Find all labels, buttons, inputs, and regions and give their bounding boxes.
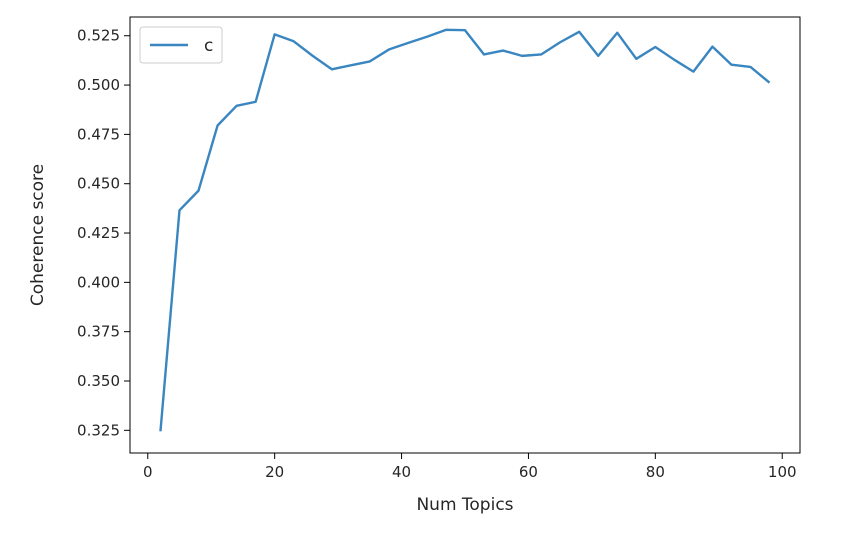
x-tick-label: 40 [392, 463, 411, 481]
y-tick-label: 0.425 [77, 224, 120, 242]
x-tick-label: 80 [646, 463, 665, 481]
y-tick-label: 0.350 [77, 372, 120, 390]
y-tick-label: 0.450 [77, 175, 120, 193]
series-layer [159, 28, 771, 432]
y-axis-ticks: 0.325 0.350 0.375 0.400 0.425 0.450 0.475 0.500… [77, 27, 130, 439]
x-tick-label: 60 [519, 463, 538, 481]
x-axis-ticks: 0 20 40 60 80 100 [143, 453, 797, 481]
x-axis-label: Num Topics [416, 495, 513, 515]
x-tick-label: 100 [768, 463, 797, 481]
y-axis-label: Coherence score [28, 164, 48, 306]
plot-area-background [130, 17, 800, 453]
y-tick-label: 0.400 [77, 273, 120, 291]
y-tick-label: 0.500 [77, 76, 120, 94]
y-tick-label: 0.325 [77, 421, 120, 439]
legend-label-c: c [204, 36, 213, 56]
x-tick-label: 0 [143, 463, 153, 481]
y-tick-label: 0.475 [77, 125, 120, 143]
plot-area-frame [129, 16, 801, 454]
y-tick-label: 0.525 [77, 27, 120, 45]
legend: c [139, 26, 223, 64]
x-tick-label: 20 [265, 463, 284, 481]
series-line-c [159, 28, 771, 432]
y-tick-label: 0.375 [77, 323, 120, 341]
